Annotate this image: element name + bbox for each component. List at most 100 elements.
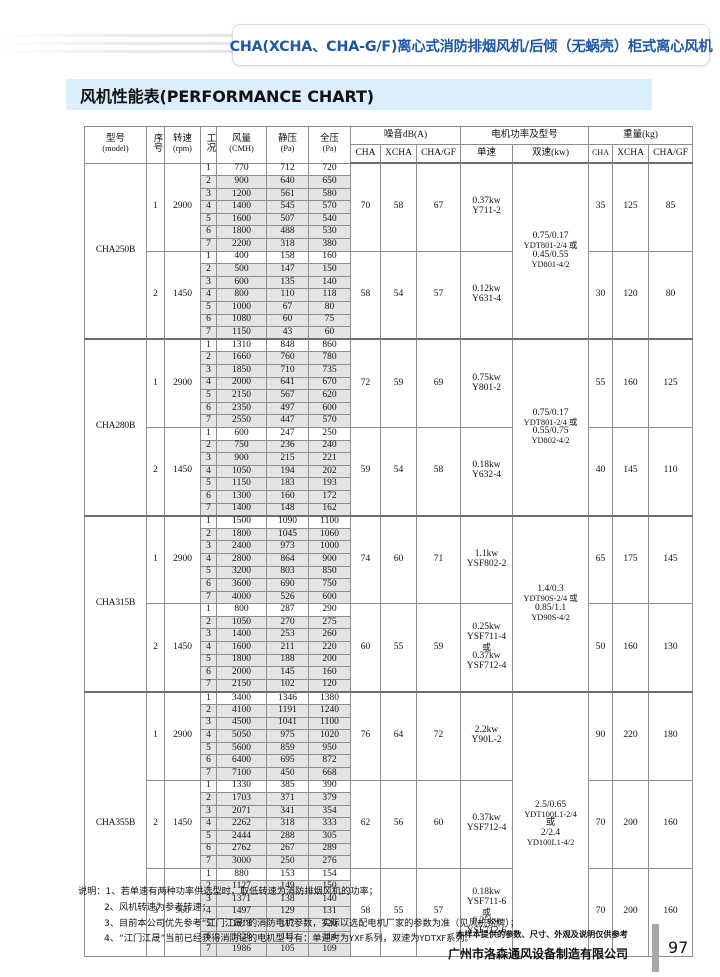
table-row: 3 2400 973 1000 — [85, 540, 693, 554]
cell-flow: 1400 — [216, 502, 267, 517]
cell-condition: 4 — [200, 200, 217, 214]
cell-flow: 5050 — [216, 729, 267, 743]
cell-static-pressure: 864 — [266, 552, 309, 567]
cell-flow: 1400 — [216, 200, 267, 214]
cell-flow: 6400 — [216, 754, 267, 768]
cell-speed: 1450 — [164, 779, 201, 869]
cell-condition: 3 — [200, 628, 217, 643]
cell-total-pressure: 380 — [308, 238, 351, 252]
cell-total-pressure: 290 — [308, 603, 351, 617]
cell-total-pressure: 250 — [308, 426, 351, 441]
motor-single-line: YSF712-4 — [466, 661, 507, 672]
cell-total-pressure: 75 — [308, 313, 351, 328]
cell-motor-single: 0.25kw YSF711-4 或 0.37kw YSF712-4 — [460, 603, 514, 693]
header-noise-group: 噪音dB(A) — [349, 126, 462, 145]
cell-noise-xcha: 64 — [380, 690, 417, 781]
cell-condition: 2 — [200, 175, 217, 189]
table-row: 5 2444 288 305 — [85, 829, 693, 844]
cell-flow: 900 — [216, 452, 267, 466]
header-noise-chagf: CHA/GF — [415, 144, 462, 164]
cell-total-pressure: 160 — [308, 666, 351, 680]
cell-condition: 2 — [200, 880, 217, 894]
cell-condition: 3 — [200, 716, 217, 731]
cell-condition: 4 — [200, 376, 217, 391]
cell-condition: 5 — [200, 653, 217, 668]
cell-noise-chagf: 57 — [415, 867, 462, 957]
table-row: 6 2000 145 160 — [85, 666, 693, 680]
cell-static-pressure: 497 — [266, 401, 309, 416]
cell-total-pressure: 154 — [308, 867, 351, 882]
performance-table: 型号 (model) 序号 转速 (rpm) 工况 风量 (CMH) — [84, 126, 694, 957]
motor-single-line: 或 — [482, 642, 491, 653]
cell-flow: 1000 — [216, 301, 267, 315]
cell-total-pressure: 1100 — [308, 514, 351, 529]
motor-single-line: 0.18kw — [472, 886, 501, 897]
cell-noise-cha: 72 — [350, 338, 381, 428]
cell-flow: 2200 — [216, 238, 267, 252]
cell-flow: 1050 — [216, 615, 267, 630]
cell-weight-cha: 65 — [588, 514, 614, 605]
cell-condition: 1 — [200, 426, 217, 441]
motor-single-line: YSF802-2 — [466, 558, 507, 569]
cell-total-pressure: 580 — [308, 187, 351, 202]
table-row: 4 1400 545 570 — [85, 200, 693, 214]
cell-total-pressure: 140 — [308, 275, 351, 290]
cell-static-pressure: 145 — [266, 666, 309, 680]
cell-total-pressure: 221 — [308, 452, 351, 466]
cell-total-pressure: 540 — [308, 212, 351, 227]
cell-weight-xcha: 125 — [612, 162, 650, 252]
cell-static-pressure: 158 — [266, 250, 309, 265]
motor-dual-line: 2/2.4 — [540, 828, 561, 839]
cell-speed: 2900 — [164, 338, 201, 428]
cell-weight-cha: 90 — [588, 690, 614, 781]
cell-flow: 2000 — [216, 376, 267, 391]
header-noise-xcha: XCHA — [380, 144, 417, 164]
header-seq: 序号 — [146, 126, 165, 164]
cell-condition: 5 — [200, 301, 217, 315]
cell-static-pressure: 236 — [266, 439, 309, 454]
cell-noise-xcha: 55 — [380, 867, 417, 957]
table-row: 7 2550 447 570 — [85, 414, 693, 428]
cell-total-pressure: 150 — [308, 880, 351, 894]
motor-dual-line: 0.75/0.17 — [532, 407, 569, 418]
cell-flow: 1500 — [216, 514, 267, 529]
cell-total-pressure: 668 — [308, 767, 351, 781]
motor-dual-line: 2.5/0.65 — [534, 799, 567, 810]
cell-motor-single: 0.37kw YSF712-4 — [460, 779, 514, 869]
table-row: 2 1450 1 600 247 250 59 54 58 0.18kw Y632-4 40 145 11… — [85, 426, 694, 517]
table-row: 7 2150 102 120 — [85, 678, 693, 693]
cell-static-pressure: 803 — [266, 565, 309, 580]
cell-flow: 1703 — [216, 792, 267, 806]
cell-total-pressure: 118 — [308, 288, 351, 303]
cell-noise-chagf: 72 — [415, 690, 462, 781]
cell-static-pressure: 973 — [266, 540, 309, 554]
cell-motor-single: 2.2kw Y90L-2 — [460, 690, 514, 781]
motor-dual-line: YD100L1-4/2 — [526, 838, 575, 848]
table-row: 6 3600 690 750 — [85, 578, 693, 592]
cell-condition: 1 — [200, 162, 217, 177]
section-heading-text: 风机性能表(PERFORMANCE CHART) — [80, 86, 375, 106]
cell-static-pressure: 341 — [266, 804, 309, 819]
cell-weight-cha: 50 — [588, 603, 614, 693]
cell-condition: 7 — [200, 590, 217, 605]
cell-flow: 2150 — [216, 389, 267, 403]
header-flow: 风量 (CMH) — [216, 126, 267, 164]
cell-motor-single: 0.12kw Y631-4 — [460, 250, 514, 340]
table-row: 2 1127 149 150 — [85, 880, 693, 894]
cell-condition: 7 — [200, 855, 217, 869]
cell-condition: 2 — [200, 704, 217, 718]
cell-total-pressure: 240 — [308, 439, 351, 454]
cell-flow: 4500 — [216, 716, 267, 731]
cell-static-pressure: 526 — [266, 590, 309, 605]
table-row: 5 1600 507 540 — [85, 212, 693, 227]
cell-static-pressure: 67 — [266, 301, 309, 315]
table-row: 3 900 215 221 — [85, 452, 693, 466]
table-row: 2 750 236 240 — [85, 439, 693, 454]
cell-total-pressure: 950 — [308, 741, 351, 756]
motor-single-line: 0.37kw — [472, 196, 501, 207]
page-number-bar — [652, 924, 659, 972]
cell-flow: 750 — [216, 439, 267, 454]
cell-noise-cha: 70 — [350, 162, 381, 252]
cell-static-pressure: 710 — [266, 364, 309, 378]
cell-static-pressure: 43 — [266, 326, 309, 340]
